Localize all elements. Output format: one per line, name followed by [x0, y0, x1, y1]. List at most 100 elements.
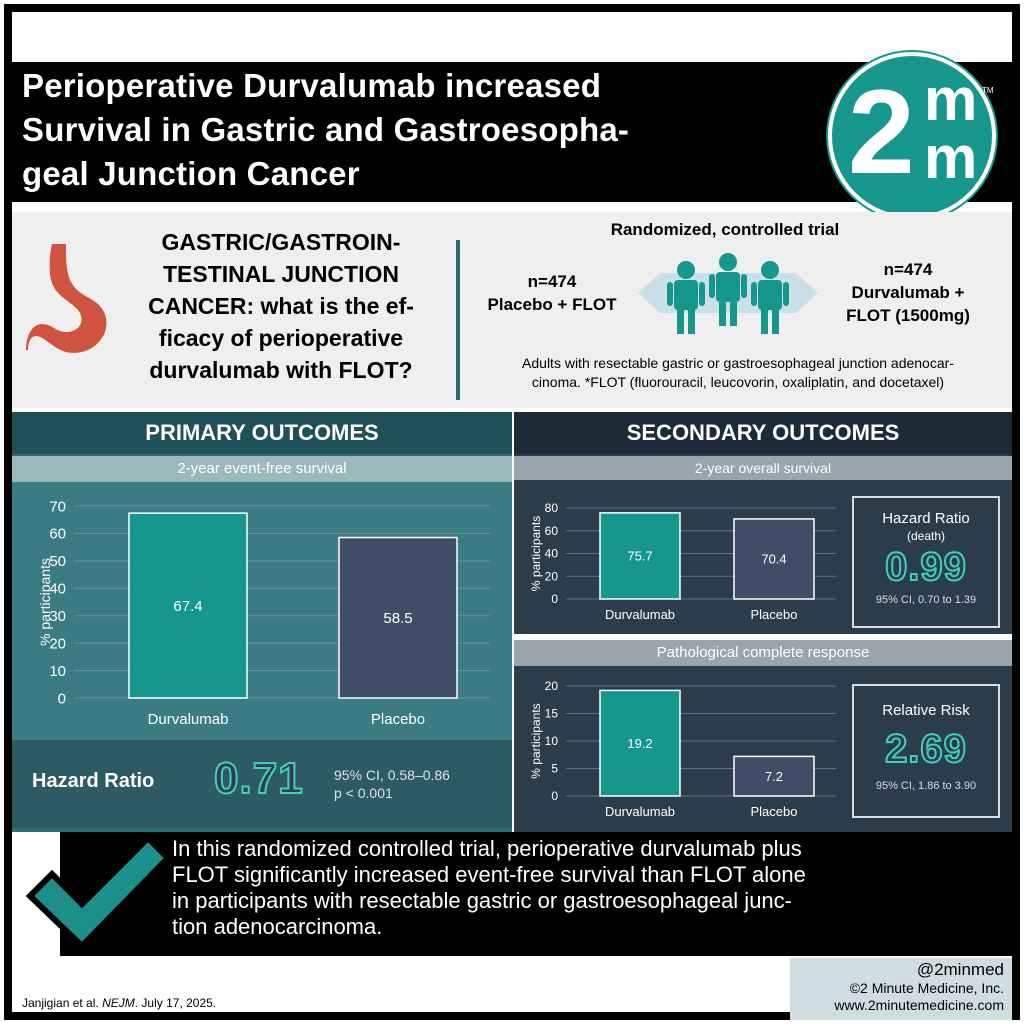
conclusion-line: In this randomized controlled trial, per…	[172, 836, 802, 861]
website-link[interactable]: www.2minutemedicine.com	[834, 997, 1004, 1013]
page-title: Perioperative Durvalumab increased Survi…	[22, 64, 782, 196]
y-tick-label: 80	[545, 501, 559, 515]
category-label: Placebo	[371, 711, 425, 728]
citation: Janjigian et al. NEJM. July 17, 2025.	[22, 996, 216, 1010]
conclusion-line: FLOT significantly increased event-free …	[172, 862, 806, 887]
pcr-subheading: Pathological complete response	[514, 640, 1012, 666]
credit-box: @2minmed ©2 Minute Medicine, Inc. www.2m…	[790, 958, 1012, 1020]
outer-frame	[4, 4, 1020, 1020]
citation-journal: NEJM	[102, 996, 135, 1010]
population-line: cinoma. *FLOT (fluorouracil, leucovorin,…	[531, 374, 945, 390]
bar-durvalumab	[599, 512, 681, 600]
placebo-arm: n=474 Placebo + FLOT	[472, 270, 632, 316]
logo-letter-bottom: m	[924, 124, 978, 191]
y-tick-label: 40	[49, 581, 66, 598]
y-tick-label: 60	[49, 526, 66, 543]
section-divider	[456, 240, 460, 400]
bar-placebo	[733, 755, 815, 797]
y-tick-label: 40	[545, 547, 559, 561]
copyright: ©2 Minute Medicine, Inc.	[849, 980, 1004, 996]
primary-hazard-band	[12, 740, 512, 828]
bar-value-label: 19.2	[627, 736, 652, 751]
pcr-risk-title: Relative Risk	[882, 702, 970, 719]
y-tick-label: 0	[58, 690, 66, 707]
pcr-risk-box: Relative Risk 2.69 95% CI, 1.86 to 3.90	[852, 684, 1000, 818]
os-hazard-ci: 95% CI, 0.70 to 1.39	[875, 594, 977, 606]
citation-dot: .	[134, 996, 139, 1010]
durvalumab-label-2: FLOT (1500mg)	[846, 306, 970, 325]
category-label: Durvalumab	[605, 804, 675, 819]
population-line: Adults with resectable gastric or gastro…	[522, 355, 954, 371]
conclusion-band	[60, 832, 1012, 956]
stomach-icon	[26, 244, 107, 353]
population-description: Adults with resectable gastric or gastro…	[470, 354, 1006, 392]
y-axis-label: % participants	[529, 516, 543, 591]
os-hazard-value: 0.99	[884, 544, 967, 590]
y-tick-label: 5	[551, 762, 558, 776]
category-label: Durvalumab	[605, 607, 675, 622]
y-tick-label: 20	[545, 569, 559, 583]
conclusion-line: in participants with resectable gastric …	[172, 888, 792, 913]
secondary-gap	[514, 634, 1012, 640]
os-subheading: 2-year overall survival	[514, 456, 1012, 480]
os-hazard-subtitle: (death)	[906, 529, 946, 543]
pcr-risk-value: 2.69	[884, 726, 967, 772]
os-hazard-title: Hazard Ratio	[882, 510, 970, 527]
placebo-label: Placebo + FLOT	[487, 295, 617, 314]
question-band	[12, 212, 1012, 408]
trial-design: Randomized, controlled trial	[610, 220, 840, 239]
os-bar-chart: 0 20 40 60 80% participants 75.7 Durvalumab 70.…	[529, 501, 836, 622]
title-line: Survival in Gastric and Gastroesopha-	[22, 111, 630, 148]
pcr-risk-ci: 95% CI, 1.86 to 3.90	[875, 780, 977, 792]
primary-subheading: 2-year event-free survival	[12, 456, 512, 482]
pcr-bar-chart: 0 5 10 15 20% participants 19.2 Durvalumab 7.2 P…	[529, 679, 836, 819]
bar-value-label: 70.4	[761, 552, 786, 567]
primary-hazard-stats: 95% CI, 0.58–0.86 p < 0.001	[334, 766, 450, 802]
question-line: TESTINAL JUNCTION	[163, 261, 399, 287]
clinical-question: GASTRIC/GASTROIN- TESTINAL JUNCTION CANC…	[118, 226, 444, 386]
y-tick-label: 10	[545, 734, 559, 748]
primary-chart-area: 0 10 20 30 40 50 60 70 % participants 67.4 Durvalu…	[12, 482, 512, 740]
checkmark-icon	[25, 833, 172, 951]
bar-placebo	[338, 536, 458, 699]
bar-value-label: 75.7	[627, 548, 652, 563]
question-line: CANCER: what is the ef-	[148, 293, 414, 319]
people-icon	[638, 253, 818, 334]
conclusion-line: tion adenocarcinoma.	[172, 914, 383, 939]
durvalumab-n: n=474	[883, 260, 933, 279]
title-line: geal Junction Cancer	[22, 155, 360, 192]
primary-p-value: p < 0.001	[334, 785, 393, 801]
y-tick-label: 60	[545, 524, 559, 538]
durvalumab-label-1: Durvalumab +	[851, 283, 965, 302]
y-tick-label: 30	[49, 608, 66, 625]
y-axis-label: % participants	[37, 558, 53, 646]
y-tick-label: 15	[545, 707, 559, 721]
category-label: Placebo	[751, 607, 798, 622]
primary-ci: 95% CI, 0.58–0.86	[334, 767, 450, 783]
question-line: ficacy of perioperative	[158, 325, 404, 351]
primary-hazard-label: Hazard Ratio	[32, 770, 155, 792]
bar-placebo	[733, 518, 815, 600]
primary-hazard-value: 0.71	[213, 753, 304, 804]
bar-value-label: 58.5	[383, 610, 412, 627]
placebo-n: n=474	[527, 272, 577, 291]
secondary-heading: SECONDARY OUTCOMES	[514, 412, 1012, 454]
y-tick-label: 0	[551, 592, 558, 606]
y-axis-label: % participants	[529, 703, 543, 778]
logo-numeral: 2	[848, 65, 915, 199]
bar-value-label: 7.2	[765, 769, 783, 784]
y-tick-label: 70	[49, 498, 66, 515]
social-handle[interactable]: @2minmed	[916, 960, 1004, 979]
bar-value-label: 67.4	[173, 598, 202, 615]
efs-bar-chart: 0 10 20 30 40 50 60 70 % participants 67.4 Durvalu…	[37, 498, 490, 728]
y-tick-label: 20	[545, 679, 559, 693]
brand-logo: 2 m m TM	[828, 52, 996, 220]
primary-heading: PRIMARY OUTCOMES	[12, 412, 512, 454]
y-tick-label: 0	[551, 789, 558, 803]
question-line: durvalumab with FLOT?	[149, 357, 413, 383]
citation-authors: Janjigian et al.	[22, 996, 99, 1010]
y-tick-label: 50	[49, 553, 66, 570]
os-hazard-box: Hazard Ratio (death) 0.99 95% CI, 0.70 t…	[852, 496, 1000, 628]
y-tick-label: 20	[49, 635, 66, 652]
